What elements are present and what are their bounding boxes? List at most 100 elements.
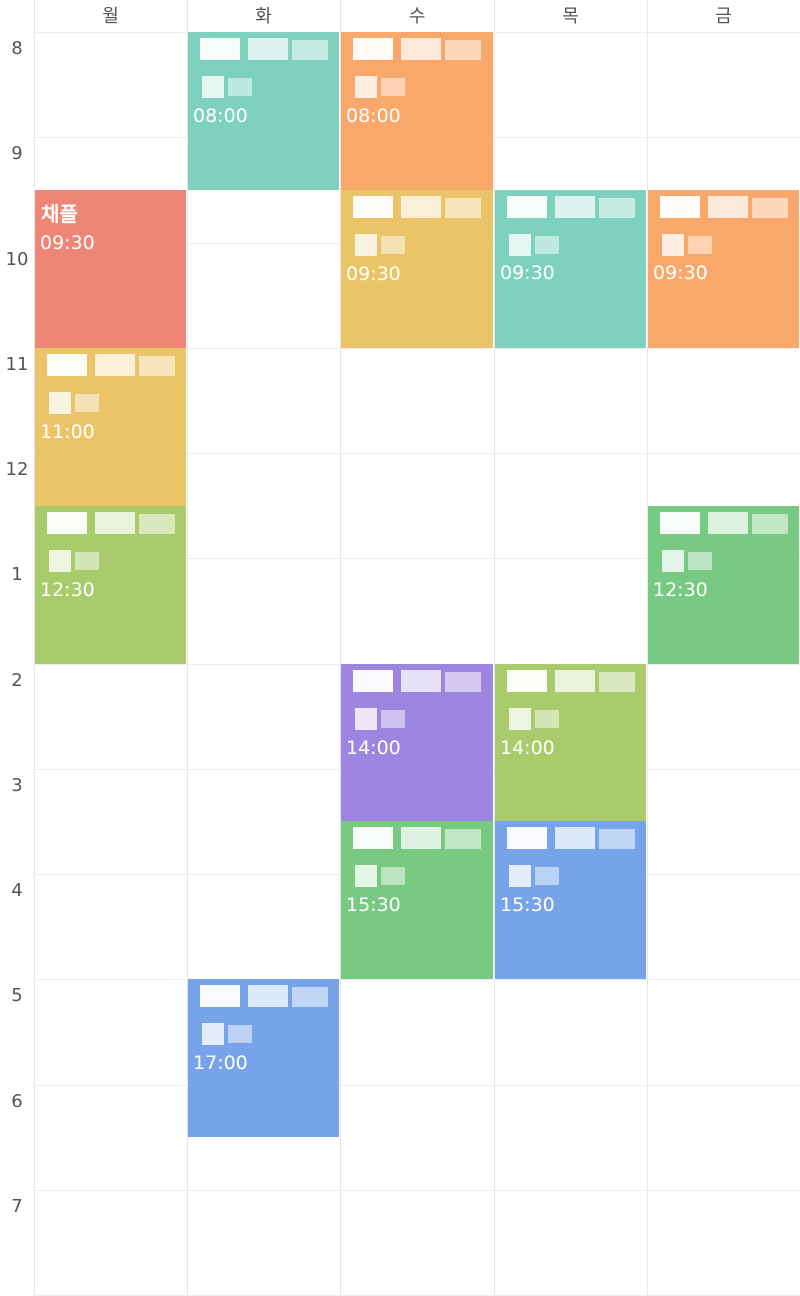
grid-hour-line — [34, 348, 800, 349]
redaction-mask — [353, 196, 393, 218]
redaction-mask — [248, 985, 288, 1007]
redaction-mask — [445, 198, 481, 218]
redaction-mask — [228, 1025, 252, 1043]
redaction-mask — [381, 236, 405, 254]
redaction-mask — [660, 512, 700, 534]
redaction-mask — [401, 38, 441, 60]
redaction-mask — [507, 196, 547, 218]
class-time: 09:30 — [346, 263, 401, 285]
hour-label: 3 — [11, 775, 23, 796]
grid-column-line — [494, 0, 495, 1295]
class-block[interactable]: 12:30 — [35, 506, 186, 664]
class-block[interactable]: 15:30 — [495, 821, 646, 979]
redaction-mask — [355, 234, 377, 256]
grid-hour-line — [34, 979, 800, 980]
hour-label: 4 — [11, 880, 23, 901]
class-block[interactable]: 11:00 — [35, 348, 186, 506]
class-block[interactable]: 09:30 — [648, 190, 799, 348]
grid-hour-line — [34, 1190, 800, 1191]
class-block[interactable]: 14:00 — [341, 664, 493, 821]
class-block[interactable]: 14:00 — [495, 664, 646, 821]
redaction-mask — [401, 670, 441, 692]
redaction-mask — [752, 198, 788, 218]
redaction-mask — [445, 672, 481, 692]
redaction-mask — [355, 76, 377, 98]
class-time: 14:00 — [500, 737, 555, 759]
hour-label: 2 — [11, 670, 23, 691]
grid-column-line — [34, 0, 35, 1295]
redaction-mask — [401, 827, 441, 849]
class-time: 12:30 — [40, 579, 95, 601]
redaction-mask — [708, 196, 748, 218]
grid-hour-line — [34, 453, 800, 454]
redaction-mask — [688, 236, 712, 254]
class-block[interactable]: 09:30 — [341, 190, 493, 348]
class-block[interactable]: 17:00 — [188, 979, 339, 1137]
redaction-mask — [509, 708, 531, 730]
hour-label: 8 — [11, 38, 23, 59]
redaction-mask — [599, 829, 635, 849]
hour-label: 5 — [11, 985, 23, 1006]
redaction-mask — [509, 865, 531, 887]
grid-column-line — [187, 0, 188, 1295]
redaction-mask — [507, 670, 547, 692]
redaction-mask — [599, 198, 635, 218]
hour-label: 7 — [11, 1196, 23, 1217]
redaction-mask — [555, 196, 595, 218]
redaction-mask — [752, 514, 788, 534]
class-time: 09:30 — [653, 262, 708, 284]
class-time: 12:30 — [653, 579, 708, 601]
redaction-mask — [381, 867, 405, 885]
grid-hour-line — [34, 1085, 800, 1086]
redaction-mask — [401, 196, 441, 218]
redaction-mask — [555, 827, 595, 849]
redaction-mask — [662, 550, 684, 572]
redaction-mask — [355, 708, 377, 730]
redaction-mask — [200, 38, 240, 60]
class-block[interactable]: 12:30 — [648, 506, 799, 664]
redaction-mask — [47, 512, 87, 534]
redaction-mask — [95, 354, 135, 376]
redaction-mask — [660, 196, 700, 218]
redaction-mask — [509, 234, 531, 256]
day-header: 수 — [408, 6, 426, 27]
redaction-mask — [248, 38, 288, 60]
redaction-mask — [688, 552, 712, 570]
redaction-mask — [599, 672, 635, 692]
class-time: 15:30 — [500, 894, 555, 916]
class-block[interactable]: 15:30 — [341, 821, 493, 979]
day-header: 목 — [562, 6, 579, 27]
class-time: 17:00 — [193, 1052, 248, 1074]
redaction-mask — [353, 670, 393, 692]
day-header: 화 — [255, 6, 272, 27]
day-header: 금 — [715, 6, 732, 27]
redaction-mask — [708, 512, 748, 534]
grid-hour-line — [34, 558, 800, 559]
grid-column-line — [340, 0, 341, 1295]
redaction-mask — [535, 867, 559, 885]
day-header: 월 — [102, 6, 119, 27]
class-block[interactable]: 09:30 — [495, 190, 646, 348]
redaction-mask — [292, 987, 328, 1007]
redaction-mask — [49, 392, 71, 414]
hour-label: 11 — [5, 354, 29, 375]
redaction-mask — [49, 550, 71, 572]
class-block[interactable]: 채플 09:30 — [35, 190, 186, 348]
redaction-mask — [95, 512, 135, 534]
redaction-mask — [381, 78, 405, 96]
redaction-mask — [200, 985, 240, 1007]
class-time: 08:00 — [346, 105, 401, 127]
redaction-mask — [139, 514, 175, 534]
redaction-mask — [139, 356, 175, 376]
class-time: 15:30 — [346, 894, 401, 916]
hour-label: 6 — [11, 1091, 23, 1112]
redaction-mask — [555, 670, 595, 692]
hour-label: 10 — [5, 249, 29, 270]
redaction-mask — [228, 78, 252, 96]
class-time: 14:00 — [346, 737, 401, 759]
hour-label: 9 — [11, 143, 23, 164]
class-block[interactable]: 08:00 — [188, 32, 339, 190]
class-title: 채플 — [41, 202, 78, 226]
class-block[interactable]: 08:00 — [341, 32, 493, 190]
